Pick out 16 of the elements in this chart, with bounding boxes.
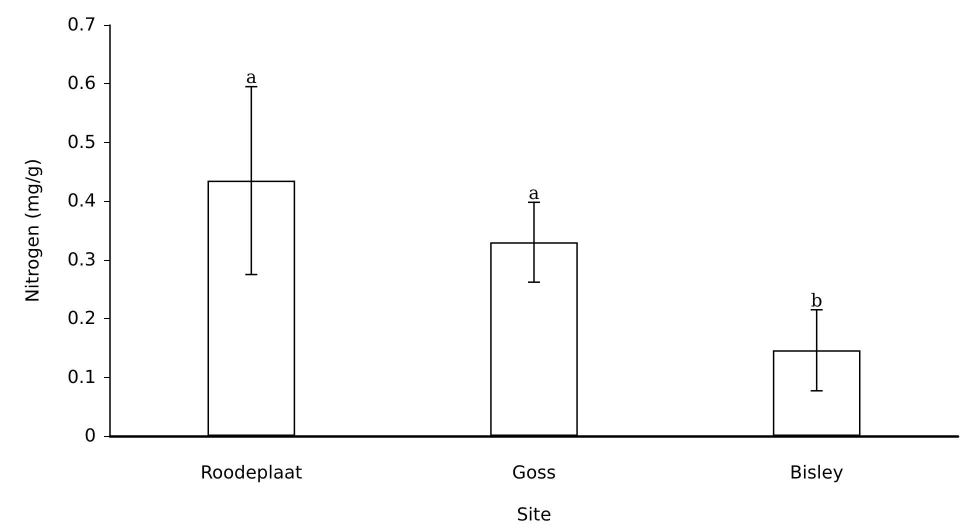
y-axis-title: Nitrogen (mg/g): [22, 158, 44, 302]
x-tick-label: Roodeplaat: [200, 462, 302, 484]
y-tick-label: 0.5: [67, 132, 96, 153]
x-tick-label: Goss: [512, 462, 556, 484]
annotation: a: [528, 182, 540, 204]
y-tick-label: 0.6: [67, 73, 96, 94]
y-tick-label: 0.7: [67, 14, 96, 36]
annotation: a: [246, 67, 257, 88]
y-tick-label: 0.2: [67, 308, 96, 330]
y-tick-label: 0: [84, 426, 96, 446]
y-tick-label: 0.1: [67, 366, 96, 388]
x-tick-label: Bisley: [790, 462, 844, 484]
y-tick-label: 0.3: [67, 249, 96, 270]
x-axis-title: Site: [516, 504, 552, 526]
y-tick-label: 0.4: [67, 190, 96, 212]
annotation: b: [810, 290, 822, 312]
